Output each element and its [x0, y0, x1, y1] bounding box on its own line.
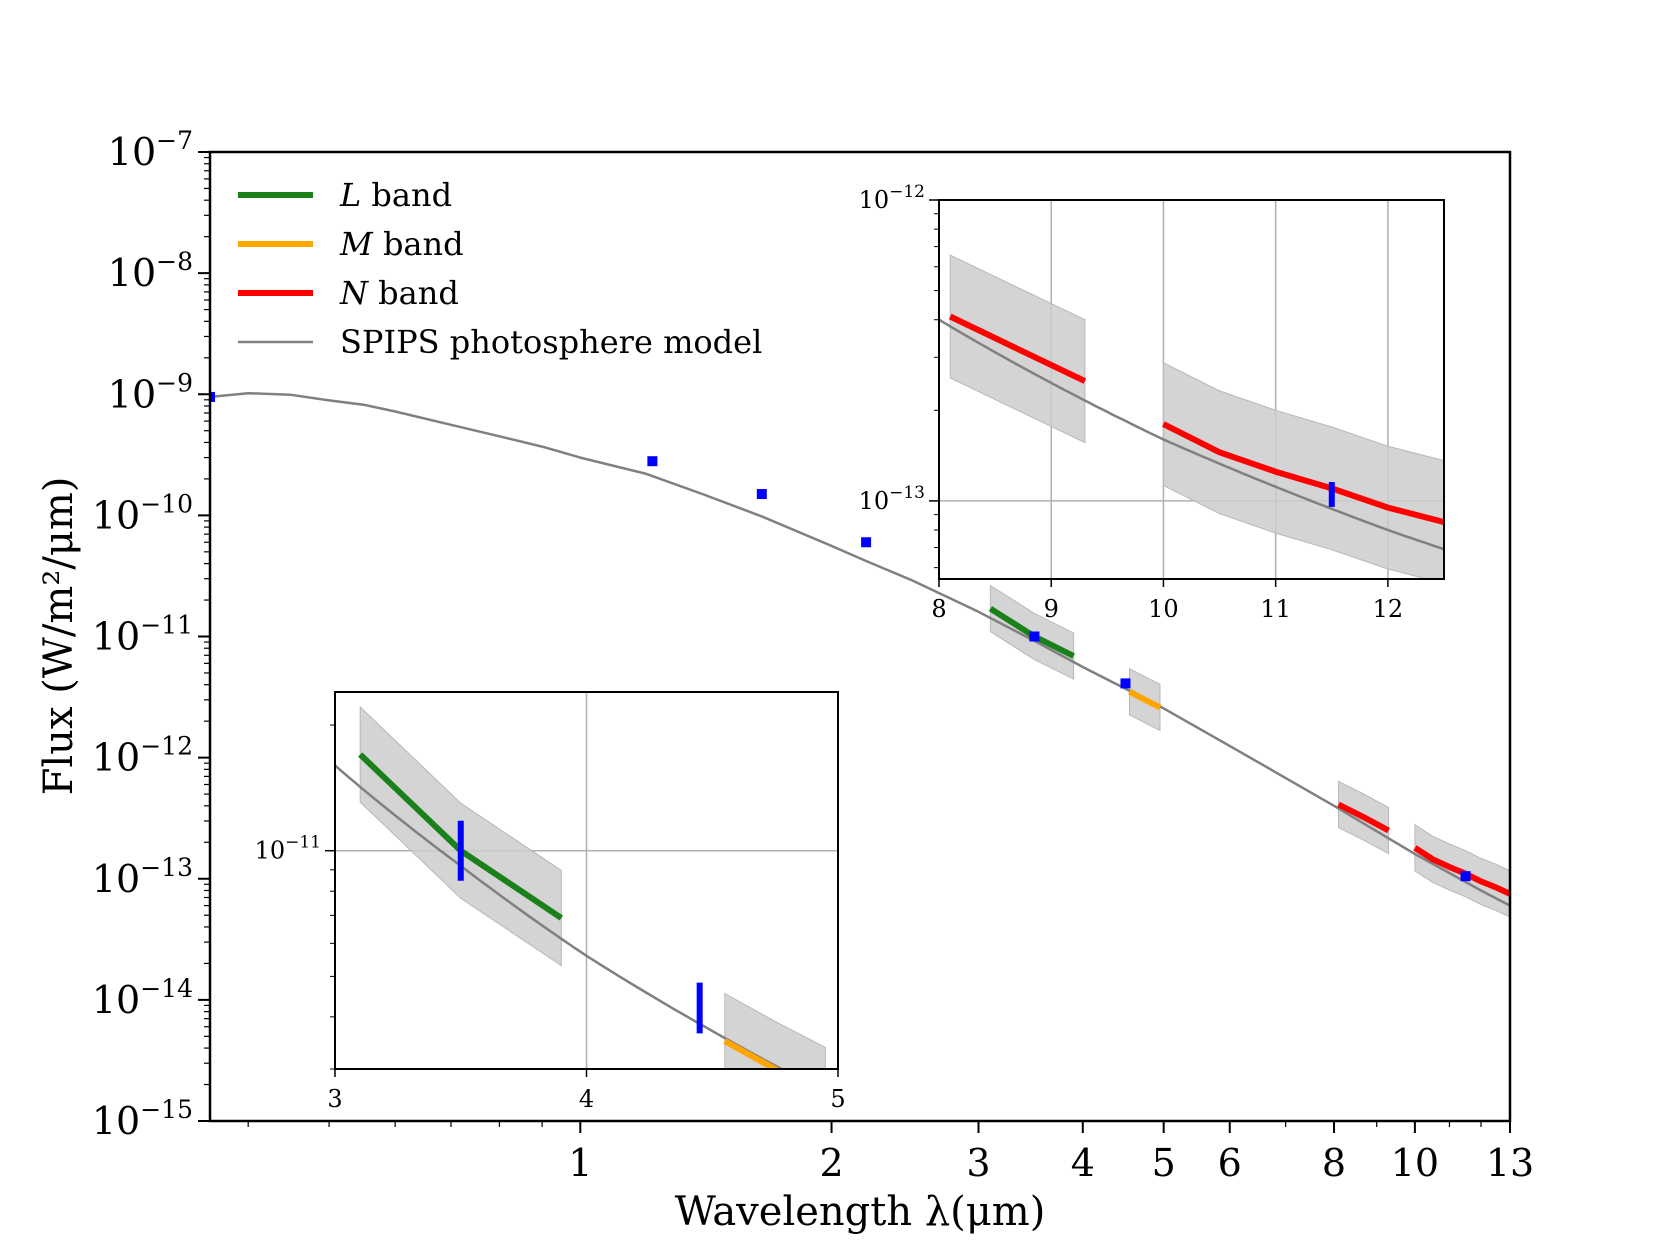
- y-tick-label: 10−9: [108, 368, 193, 416]
- legend-label: L band: [339, 176, 452, 214]
- inset-y-tick-label: 10−13: [859, 483, 925, 515]
- inset-band-line: [948, 313, 1087, 384]
- inset-n-frame: [938, 199, 1445, 580]
- model-series-line: [210, 391, 1510, 907]
- inset-x-tick-label: 4: [579, 1085, 594, 1113]
- photometry-point: [1029, 631, 1040, 642]
- y-tick-label: 10−7: [108, 126, 193, 174]
- inset-n-axes: 8 9 10 11 12 10−12 10−13: [859, 182, 1404, 623]
- x-tick-label: 10: [1391, 1141, 1439, 1185]
- inset-band-line: [723, 1038, 782, 1069]
- legend-label: N band: [339, 274, 459, 312]
- band-series-line: [1128, 689, 1162, 711]
- x-tick-label: 2: [819, 1141, 843, 1185]
- photometry-point: [210, 391, 215, 402]
- main-y-axis: 10−7 10−8 10−9 10−10 10−11 10−12 10−13 10−14 10−…: [92, 126, 210, 1143]
- inset-uncertainty-band: [724, 992, 826, 1069]
- y-tick-label: 10−14: [92, 974, 193, 1022]
- legend-label: M band: [339, 225, 464, 263]
- photometry-point: [1460, 871, 1471, 882]
- photometry-point: [647, 456, 658, 467]
- inset-lm-axes: 3 4 5 10−11: [255, 724, 846, 1113]
- inset-y-tick-label: 10−11: [255, 833, 321, 865]
- inset-lm-plot: [335, 692, 838, 1069]
- main-x-axis: 1 2 3 4 5 6 8 10 13: [247, 1121, 1534, 1185]
- inset-model-line: [939, 318, 1444, 551]
- legend-label: SPIPS photosphere model: [340, 323, 762, 361]
- inset-x-tick-label: 5: [830, 1085, 845, 1113]
- x-tick-label: 5: [1152, 1141, 1176, 1185]
- inset-x-tick-label: 12: [1373, 595, 1404, 623]
- x-tick-label: 1: [568, 1141, 592, 1185]
- inset-x-tick-label: 9: [1044, 595, 1059, 623]
- y-tick-label: 10−10: [92, 489, 193, 537]
- inset-x-tick-label: 10: [1148, 595, 1179, 623]
- x-tick-label: 6: [1218, 1141, 1242, 1185]
- inset-y-tick-label: 10−12: [859, 182, 925, 214]
- photometry-point: [1120, 678, 1131, 689]
- x-tick-label: 4: [1071, 1141, 1095, 1185]
- y-tick-label: 10−12: [92, 732, 193, 780]
- y-tick-label: 10−11: [92, 611, 193, 659]
- x-tick-label: 8: [1322, 1141, 1346, 1185]
- band-series-line: [1337, 801, 1391, 834]
- y-tick-label: 10−8: [108, 247, 193, 295]
- inset-x-tick-label: 11: [1260, 595, 1291, 623]
- inset-x-tick-label: 8: [931, 595, 946, 623]
- y-tick-label: 10−15: [92, 1095, 193, 1143]
- inset-lm-band: 3 4 5 10−11: [255, 691, 846, 1113]
- y-tick-label: 10−13: [92, 853, 193, 901]
- legend: L band M band N band SPIPS photosphere mode…: [238, 176, 762, 361]
- x-axis-label: Wavelength λ(μm): [675, 1189, 1046, 1235]
- inset-x-tick-label: 3: [327, 1085, 342, 1113]
- main-photometry-points: [210, 391, 1471, 882]
- inset-n-band: 8 9 10 11 12 10−12 10−13: [859, 182, 1445, 623]
- x-tick-label: 13: [1486, 1141, 1534, 1185]
- inset-n-plot: [939, 200, 1444, 579]
- photometry-point: [756, 489, 767, 500]
- x-tick-label: 3: [966, 1141, 990, 1185]
- photometry-point: [861, 537, 872, 548]
- y-axis-label: Flux (W/m²/μm): [36, 477, 82, 796]
